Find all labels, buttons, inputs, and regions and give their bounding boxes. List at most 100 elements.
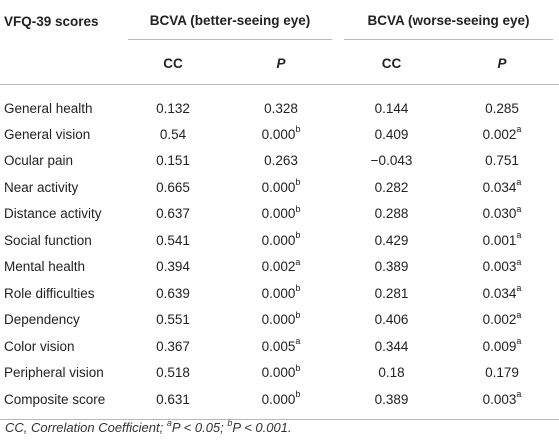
cell-p-better-value: 0.000: [261, 285, 296, 301]
cell-p-worse-value: 0.003: [482, 391, 517, 407]
cell-cc-worse-value: 0.344: [374, 338, 409, 354]
cell-p-better: 0.005a: [224, 333, 338, 360]
cell-cc-better: 0.518: [122, 360, 224, 387]
cell-p-better-superscript: b: [295, 389, 301, 400]
cell-p-worse: 0.179: [445, 360, 559, 387]
row-label: Dependency: [0, 307, 122, 334]
cell-p-worse-value: 0.034: [482, 285, 517, 301]
cell-p-worse-value: 0.009: [482, 338, 517, 354]
table-row: General health 0.132 0.328 0.144 0.285: [0, 85, 559, 122]
cell-p-better-superscript: b: [295, 177, 301, 188]
cell-p-better: 0.000b: [224, 307, 338, 334]
table-row: Dependency 0.551 0.000b 0.406 0.002a: [0, 307, 559, 334]
footnote-sup-b: b: [227, 417, 233, 428]
cell-p-better-value: 0.005: [261, 338, 296, 354]
cell-p-better-superscript: b: [295, 124, 301, 135]
cell-p-worse-value: 0.002: [482, 126, 517, 142]
cell-p-worse: 0.003a: [445, 386, 559, 420]
cell-cc-worse: 0.144: [338, 85, 445, 122]
cell-p-worse-value: 0.751: [485, 153, 519, 169]
row-label-value: Color vision: [4, 338, 75, 354]
cell-p-better-value: 0.000: [261, 206, 296, 222]
cell-p-worse: 0.003a: [445, 254, 559, 281]
header-row-subcolumns: CC P CC P: [0, 43, 559, 85]
header-cc-better: CC: [122, 43, 224, 85]
cell-p-better: 0.000b: [224, 280, 338, 307]
cell-p-better-superscript: b: [295, 309, 301, 320]
cell-cc-better-value: 0.151: [156, 153, 190, 169]
cell-p-better-superscript: b: [295, 230, 301, 241]
row-label-value: General vision: [4, 126, 91, 142]
footnote-text-3: P < 0.001.: [232, 420, 292, 435]
cell-cc-worse: −0.043: [338, 148, 445, 175]
footnote-sup-a: a: [166, 417, 172, 428]
table-footnote: CC, Correlation Coefficient; aP < 0.05; …: [5, 417, 292, 435]
cell-cc-better: 0.665: [122, 174, 224, 201]
cell-p-better: 0.000b: [224, 360, 338, 387]
header-p-better: P: [224, 43, 339, 85]
cell-cc-worse: 0.288: [338, 201, 445, 228]
cell-p-better-value: 0.000: [261, 126, 296, 142]
row-label: Distance activity: [0, 201, 122, 228]
row-label: Role difficulties: [0, 280, 122, 307]
cell-p-better: 0.000b: [224, 227, 338, 254]
row-label: Social function: [0, 227, 122, 254]
correlation-table-container: VFQ-39 scores BCVA (better-seeing eye) B…: [0, 3, 559, 435]
footnote-text-1: CC, Correlation Coefficient;: [5, 420, 167, 435]
cell-p-worse: 0.001a: [445, 227, 559, 254]
cell-cc-better: 0.394: [122, 254, 224, 281]
cell-cc-worse: 0.389: [338, 254, 445, 281]
cell-p-worse-superscript: a: [516, 124, 522, 135]
row-label-value: General health: [4, 100, 93, 116]
cell-p-better: 0.000b: [224, 174, 338, 201]
row-label-value: Composite score: [4, 391, 106, 407]
cell-cc-better: 0.631: [122, 386, 224, 420]
table-row: Distance activity 0.637 0.000b 0.288 0.030a: [0, 201, 559, 228]
row-label: General vision: [0, 121, 122, 148]
cell-p-better: 0.263: [224, 148, 338, 175]
row-label-value: Distance activity: [4, 206, 102, 222]
cell-cc-better-value: 0.665: [156, 179, 190, 195]
cell-p-better: 0.000b: [224, 201, 338, 228]
cell-p-worse-value: 0.002: [482, 312, 517, 328]
header-cc-worse: CC: [338, 43, 446, 85]
row-label-value: Near activity: [4, 179, 79, 195]
row-label-value: Peripheral vision: [4, 365, 104, 381]
cell-p-worse-value: 0.001: [482, 232, 517, 248]
cell-p-worse-superscript: a: [516, 177, 522, 188]
cell-cc-better: 0.132: [122, 85, 224, 122]
cell-p-better: 0.328: [224, 85, 338, 122]
cell-cc-worse-value: 0.389: [374, 391, 409, 407]
row-label: Near activity: [0, 174, 122, 201]
header-empty: [0, 43, 122, 85]
cell-p-worse: 0.034a: [445, 280, 559, 307]
cell-cc-better-value: 0.54: [159, 126, 187, 142]
cell-p-better-superscript: b: [295, 203, 301, 214]
cell-cc-better-value: 0.637: [156, 206, 190, 222]
header-group-better-eye-label: BCVA (better-seeing eye): [128, 3, 333, 40]
cell-cc-better-value: 0.541: [156, 232, 190, 248]
cell-p-worse: 0.002a: [445, 121, 559, 148]
row-label: Peripheral vision: [0, 360, 122, 387]
table-row: Role difficulties 0.639 0.000b 0.281 0.034a: [0, 280, 559, 307]
row-label: Composite score: [0, 386, 122, 420]
table-row: Social function 0.541 0.000b 0.429 0.001a: [0, 227, 559, 254]
cell-cc-better: 0.151: [122, 148, 224, 175]
cell-cc-better-value: 0.551: [156, 312, 190, 328]
cell-p-better-value: 0.263: [264, 153, 298, 169]
cell-p-better-superscript: b: [295, 362, 301, 373]
cell-p-better-value: 0.002: [261, 259, 296, 275]
row-label-value: Dependency: [4, 312, 80, 328]
cell-cc-better: 0.551: [122, 307, 224, 334]
table-row: Near activity 0.665 0.000b 0.282 0.034a: [0, 174, 559, 201]
cell-cc-worse: 0.389: [338, 386, 446, 420]
cell-cc-better-value: 0.132: [156, 100, 190, 116]
cell-p-better-superscript: b: [295, 283, 301, 294]
cell-p-better-value: 0.000: [261, 391, 296, 407]
table-row: Color vision 0.367 0.005a 0.344 0.009a: [0, 333, 559, 360]
cell-cc-better: 0.639: [122, 280, 224, 307]
cell-cc-better-value: 0.394: [156, 259, 190, 275]
cell-p-better-value: 0.000: [261, 365, 296, 381]
cell-p-worse-superscript: a: [516, 309, 522, 320]
cell-cc-better: 0.541: [122, 227, 224, 254]
